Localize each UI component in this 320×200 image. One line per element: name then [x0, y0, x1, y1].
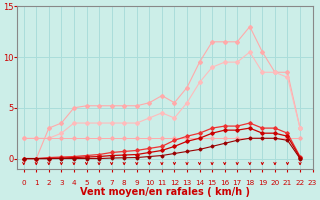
X-axis label: Vent moyen/en rafales ( km/h ): Vent moyen/en rafales ( km/h )	[80, 187, 250, 197]
